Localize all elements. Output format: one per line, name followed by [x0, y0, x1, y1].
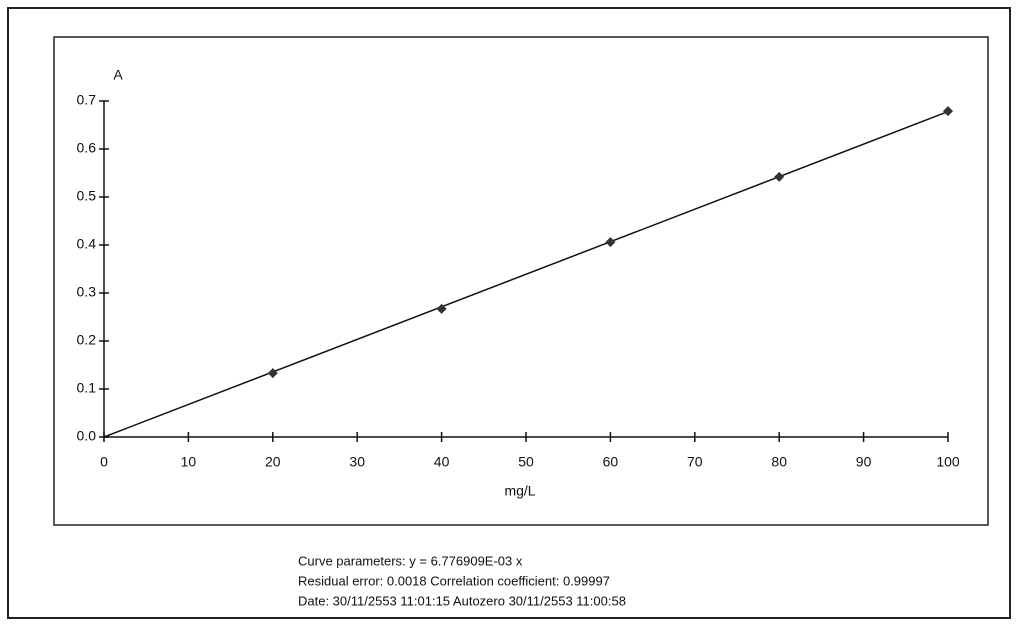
x-tick-label: 20: [265, 454, 281, 470]
data-point: [943, 106, 953, 117]
data-point: [267, 368, 278, 379]
x-tick-label: 90: [856, 454, 872, 470]
data-point: [436, 303, 447, 314]
x-tick-label: 60: [603, 454, 619, 470]
y-tick-label: 0.1: [77, 380, 97, 396]
data-point: [774, 171, 785, 182]
x-tick-label: 40: [434, 454, 450, 470]
y-axis-label: A: [113, 67, 123, 83]
x-tick-label: 10: [181, 454, 197, 470]
footer-line: Curve parameters: y = 6.776909E-03 x: [298, 553, 523, 568]
data-point: [605, 237, 616, 248]
footer-line: Residual error: 0.0018 Correlation coeff…: [298, 573, 610, 588]
x-tick-label: 0: [100, 454, 108, 470]
fit-line: [103, 110, 949, 438]
y-tick-label: 0.5: [77, 188, 97, 204]
y-tick-label: 0.0: [77, 428, 97, 444]
x-tick-label: 50: [518, 454, 534, 470]
y-tick-label: 0.4: [77, 236, 97, 252]
outer-frame: [7, 7, 1011, 619]
x-tick-label: 80: [771, 454, 787, 470]
x-tick-label: 100: [936, 454, 960, 470]
x-tick-label: 30: [349, 454, 365, 470]
x-axis-label: mg/L: [504, 483, 535, 499]
chart-frame: [53, 36, 989, 526]
footer-line: Date: 30/11/2553 11:01:15 Autozero 30/11…: [298, 593, 626, 608]
y-tick-label: 0.6: [77, 140, 97, 156]
y-tick-label: 0.3: [77, 284, 97, 300]
y-tick-label: 0.7: [77, 92, 97, 108]
y-tick-label: 0.2: [77, 332, 97, 348]
x-tick-label: 70: [687, 454, 703, 470]
